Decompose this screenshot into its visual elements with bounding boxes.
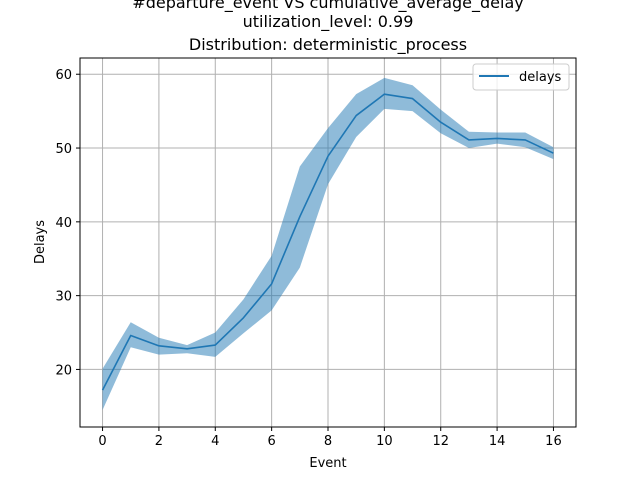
y-axis-label: Delays bbox=[33, 220, 48, 264]
y-tick-label: 40 bbox=[55, 216, 72, 231]
y-tick-label: 50 bbox=[55, 142, 72, 157]
x-tick-label: 16 bbox=[545, 434, 562, 449]
legend: delays bbox=[472, 63, 570, 91]
x-axis-label: Event bbox=[309, 456, 346, 471]
x-tick-label: 0 bbox=[98, 434, 106, 449]
confidence-band bbox=[102, 77, 554, 411]
legend-label: delays bbox=[519, 70, 562, 85]
x-tick-label: 8 bbox=[324, 434, 332, 449]
series-line-delays bbox=[101, 93, 554, 391]
x-tick-label: 12 bbox=[432, 434, 449, 449]
y-tick-label: 30 bbox=[55, 290, 72, 305]
x-tick-label: 14 bbox=[489, 434, 506, 449]
chart-title-line-1: #departure_event VS cumulative_average_d… bbox=[132, 0, 523, 13]
y-tick-label: 20 bbox=[55, 363, 72, 378]
y-tick-label: 60 bbox=[55, 68, 72, 83]
legend-box bbox=[472, 63, 570, 91]
x-tick-label: 2 bbox=[155, 434, 163, 449]
x-tick-label: 4 bbox=[211, 434, 219, 449]
x-tick-label: 6 bbox=[267, 434, 275, 449]
chart-title-line-2: utilization_level: 0.99 bbox=[243, 12, 414, 32]
chart-title-line-3: Distribution: deterministic_process bbox=[189, 35, 467, 55]
x-tick-label: 10 bbox=[376, 434, 393, 449]
